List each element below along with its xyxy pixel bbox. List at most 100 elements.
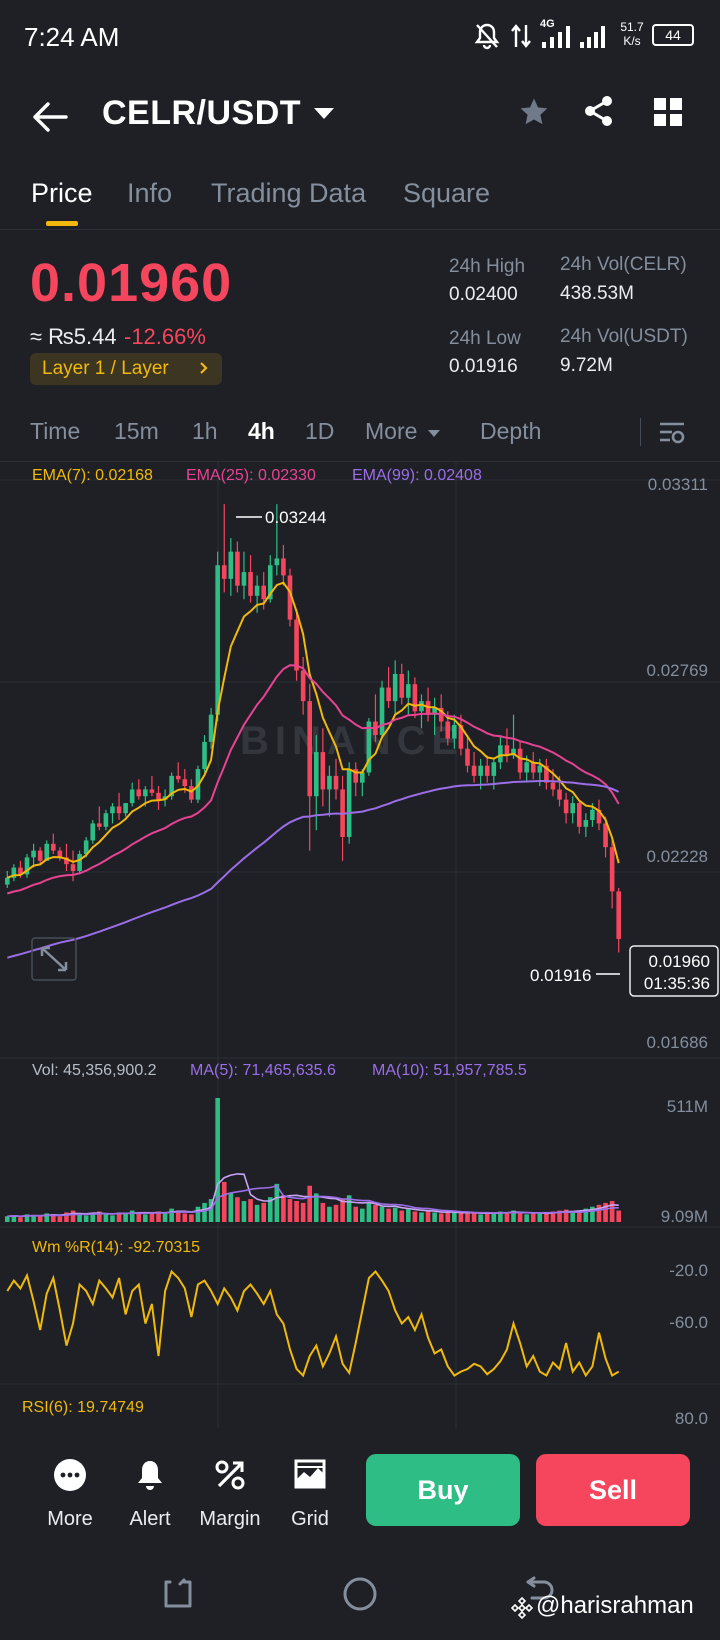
candle-body: [123, 803, 128, 814]
interval-divider: [640, 418, 641, 446]
network-type: 4G: [540, 18, 555, 30]
alert-label: Alert: [129, 1508, 171, 1530]
volume-bar: [596, 1204, 602, 1222]
data-transfer-icon: [510, 20, 532, 52]
volume-bar: [511, 1210, 516, 1222]
buy-button[interactable]: Buy: [366, 1454, 520, 1526]
active-tab-indicator: [46, 221, 78, 226]
candle-body: [169, 775, 174, 797]
volume-bar: [248, 1199, 253, 1222]
interval-15m[interactable]: 15m: [114, 418, 159, 444]
candle-body: [419, 701, 424, 712]
volume-bar: [215, 1098, 220, 1222]
candle-body: [452, 724, 457, 739]
kline-chart[interactable]: BINANCE EMA(7): 0.02168 EMA(25): 0.02330…: [0, 462, 720, 1428]
interval-more[interactable]: More: [365, 418, 418, 444]
volume-bar: [221, 1181, 227, 1222]
interval-1h[interactable]: 1h: [192, 418, 218, 444]
volume-bar: [550, 1211, 556, 1222]
volume-bar: [471, 1213, 477, 1222]
volume-bar: [530, 1213, 536, 1222]
interval-4h[interactable]: 4h: [248, 418, 275, 444]
candle-body: [530, 762, 536, 773]
candle-body: [182, 779, 188, 787]
volume-bar: [504, 1212, 510, 1222]
volume-bar: [498, 1211, 503, 1222]
candle-body: [366, 721, 372, 773]
volume-bar: [281, 1195, 286, 1222]
candle-body: [603, 823, 608, 848]
recents-nav-icon[interactable]: [162, 1576, 194, 1615]
candle-body: [616, 891, 622, 939]
candle-body: [511, 748, 516, 756]
sell-button[interactable]: Sell: [536, 1454, 690, 1526]
back-arrow-icon[interactable]: [30, 100, 70, 134]
volume-bar: [590, 1206, 595, 1222]
candle-body: [360, 772, 365, 783]
chart-settings-icon[interactable]: [658, 418, 686, 453]
candle-body: [83, 840, 89, 855]
volume-bar: [386, 1208, 391, 1222]
candle-body: [570, 803, 575, 814]
author-watermark: @harisrahman: [536, 1592, 694, 1619]
tab-info[interactable]: Info: [127, 178, 173, 208]
share-icon[interactable]: [582, 94, 616, 133]
star-icon[interactable]: [518, 96, 550, 133]
candle-body: [287, 575, 293, 620]
volume-bar: [333, 1204, 339, 1222]
candle-body: [491, 762, 497, 776]
volume-bar: [11, 1215, 17, 1222]
candle-body: [202, 741, 207, 770]
back-nav-icon[interactable]: [522, 1576, 556, 1615]
candle-body: [313, 752, 319, 797]
volume-bar: [175, 1210, 181, 1222]
candle-body: [175, 775, 181, 780]
volume-bar: [458, 1213, 464, 1222]
interval-1d[interactable]: 1D: [305, 418, 335, 444]
volume-bar: [110, 1215, 115, 1222]
grid-icon[interactable]: [654, 98, 682, 131]
candle-body: [412, 684, 418, 712]
fullscreen-icon[interactable]: [31, 937, 77, 981]
volume-bar: [162, 1212, 168, 1222]
candle-body: [517, 748, 523, 773]
tab-price[interactable]: Price: [31, 178, 93, 208]
candle-body: [64, 857, 69, 865]
candle-body: [386, 687, 391, 702]
margin-icon: [215, 1460, 245, 1490]
volume-bar: [563, 1209, 569, 1222]
candle-body: [156, 792, 161, 800]
pair-dropdown-icon[interactable]: [314, 108, 334, 119]
bell-icon: [138, 1461, 162, 1490]
tab-square[interactable]: Square: [403, 178, 491, 208]
candle-body: [557, 789, 562, 800]
candle-body: [44, 843, 50, 861]
candle-body: [563, 799, 569, 814]
candle-body: [281, 558, 286, 576]
category-tag[interactable]: Layer 1 / Layer: [30, 353, 222, 385]
volume-bar: [241, 1201, 247, 1222]
pair-title[interactable]: CELR/USDT: [102, 94, 302, 132]
candle-body: [51, 843, 56, 851]
tab-trading-data[interactable]: Trading Data: [211, 178, 367, 208]
candle-body: [162, 796, 168, 800]
interval-time[interactable]: Time: [30, 418, 81, 444]
home-nav-icon[interactable]: [342, 1576, 378, 1617]
volume-bar: [452, 1212, 457, 1222]
candle-body: [524, 762, 529, 773]
vol-y-label-0: 511M: [667, 1097, 708, 1116]
volume-bar: [70, 1210, 76, 1222]
volume-bar: [313, 1193, 319, 1222]
candle-body: [103, 813, 109, 827]
volume-bar: [123, 1213, 128, 1222]
volume-legend: Vol: 45,356,900.2: [32, 1062, 157, 1079]
grid-label: Grid: [291, 1508, 329, 1530]
volume-bar: [340, 1199, 345, 1222]
candle-body: [307, 701, 313, 797]
low-24h-label: 24h Low: [449, 328, 521, 349]
volume-bar: [156, 1211, 161, 1222]
interval-depth[interactable]: Depth: [480, 418, 542, 444]
candle-body: [596, 809, 602, 824]
candle-body: [110, 806, 115, 814]
volume-bar: [445, 1211, 451, 1222]
